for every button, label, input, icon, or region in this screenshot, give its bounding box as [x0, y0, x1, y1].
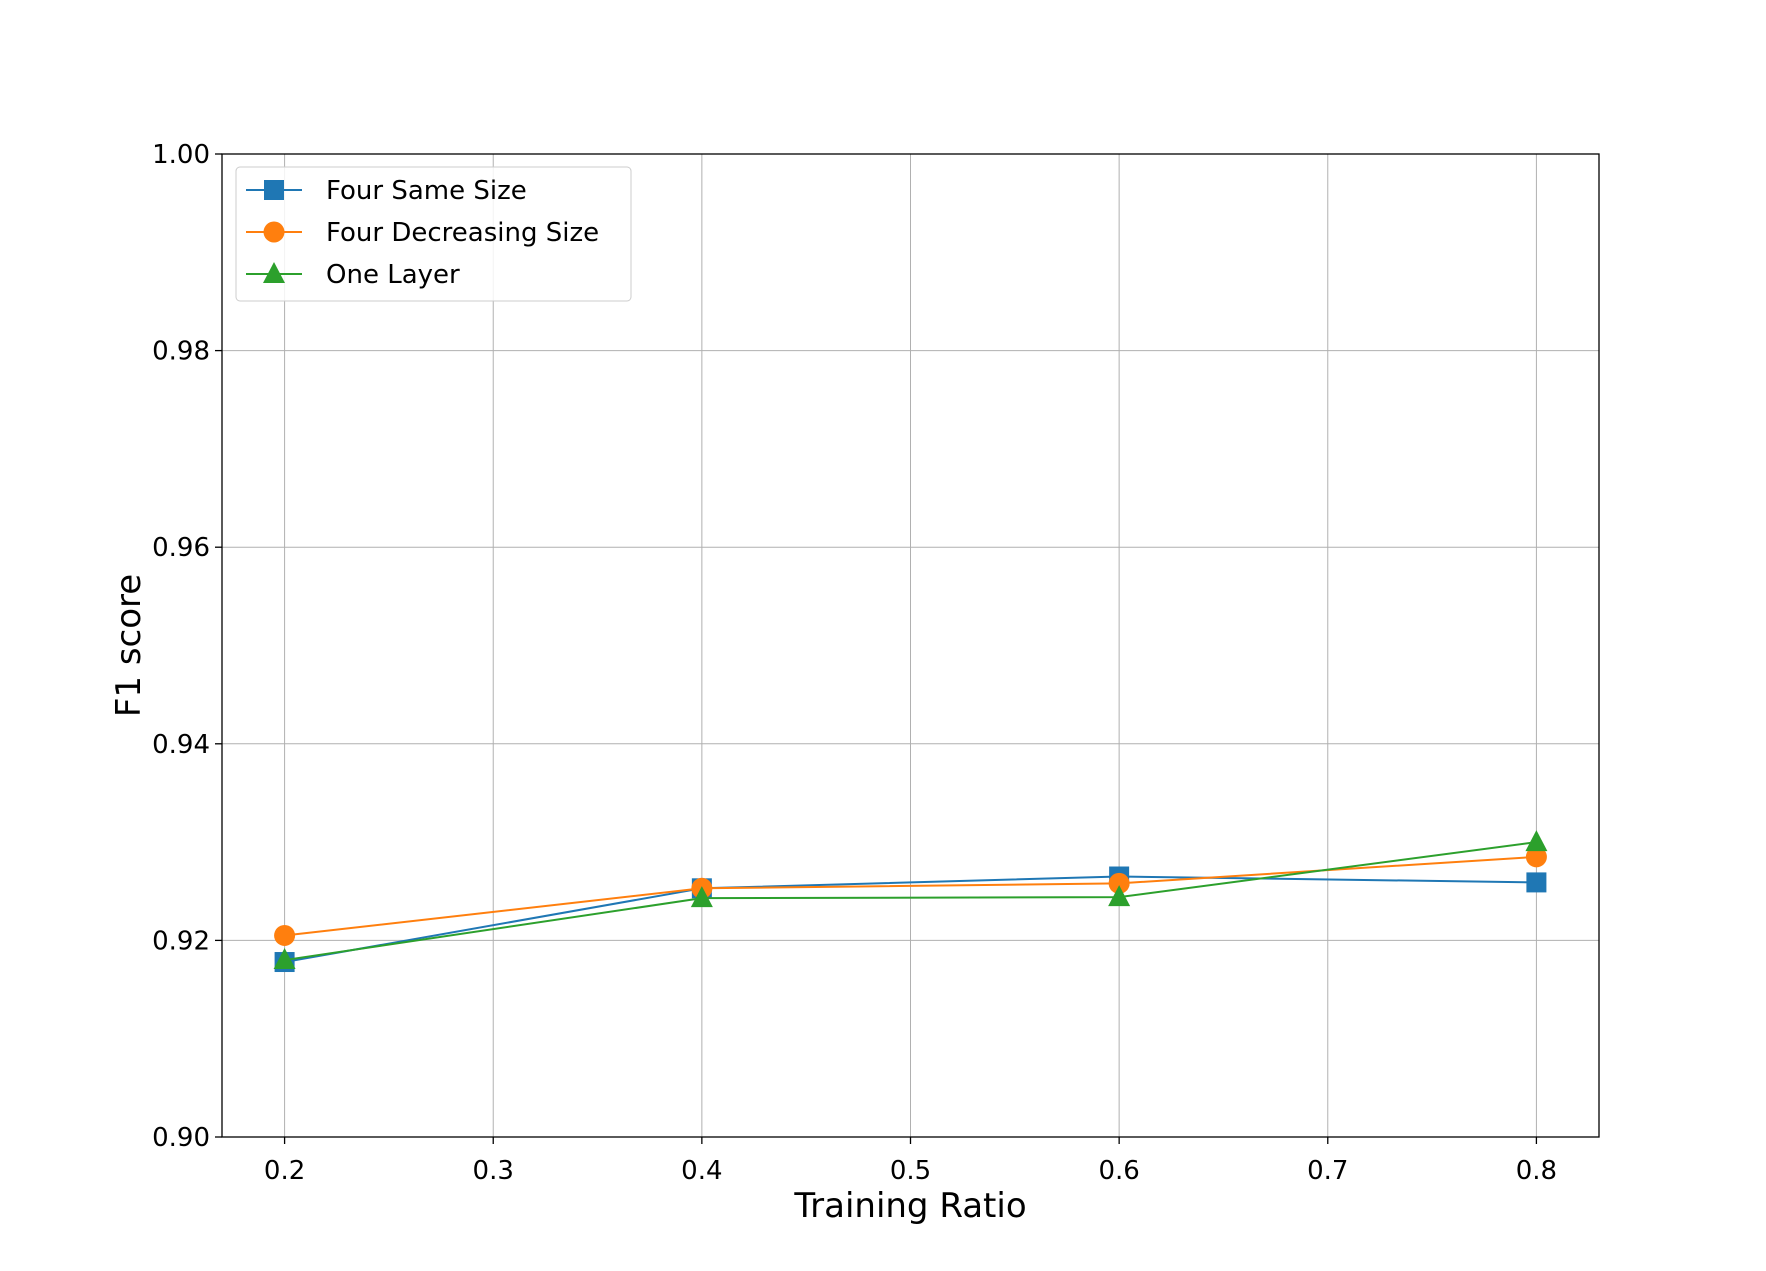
x-tick-label: 0.2	[264, 1156, 305, 1186]
x-tick-label: 0.6	[1098, 1156, 1139, 1186]
data-point-triangle	[1108, 885, 1131, 907]
series-line	[284, 875, 1537, 964]
data-series	[273, 830, 1548, 973]
x-axis-label: Training Ratio	[793, 1186, 1026, 1226]
legend-item: One Layer	[246, 260, 460, 290]
data-point-circle	[274, 924, 296, 946]
legend-item: Four Same Size	[246, 176, 527, 206]
data-point-triangle	[690, 886, 713, 908]
legend-marker-square	[264, 180, 284, 200]
data-point-triangle	[273, 948, 296, 970]
y-axis-ticks: 0.90 0.92 0.94 0.96 0.98 1.00	[152, 140, 222, 1153]
data-point-circle	[1108, 872, 1130, 894]
legend-marker-circle	[263, 221, 285, 243]
legend-marker-triangle	[263, 262, 285, 283]
y-tick-label: 0.94	[152, 730, 210, 760]
legend-label: One Layer	[326, 260, 460, 290]
x-tick-label: 0.3	[473, 1156, 514, 1186]
data-point-triangle	[1525, 830, 1548, 852]
x-axis-ticks: 0.2 0.3 0.4 0.5 0.6 0.7 0.8	[264, 1137, 1557, 1186]
data-point-circle	[1525, 846, 1547, 868]
y-tick-label: 0.92	[152, 926, 210, 956]
x-tick-label: 0.7	[1307, 1156, 1348, 1186]
series-line	[284, 841, 1537, 962]
y-tick-label: 0.98	[152, 337, 210, 367]
legend-label: Four Same Size	[326, 176, 527, 206]
legend-box	[235, 166, 632, 302]
y-axis-label: F1 score	[109, 574, 149, 717]
series-triangle	[273, 830, 1548, 970]
x-tick-label: 0.5	[890, 1156, 931, 1186]
legend-item: Four Decreasing Size	[246, 218, 599, 248]
y-tick-label: 0.96	[152, 533, 210, 563]
x-tick-label: 0.8	[1516, 1156, 1557, 1186]
x-tick-label: 0.4	[681, 1156, 722, 1186]
legend-label: Four Decreasing Size	[326, 218, 599, 248]
legend: Four Same Size Four Decreasing Size One La…	[235, 166, 632, 302]
y-tick-label: 0.90	[152, 1123, 210, 1153]
data-point-square	[1526, 872, 1547, 893]
y-tick-label: 1.00	[152, 140, 210, 170]
